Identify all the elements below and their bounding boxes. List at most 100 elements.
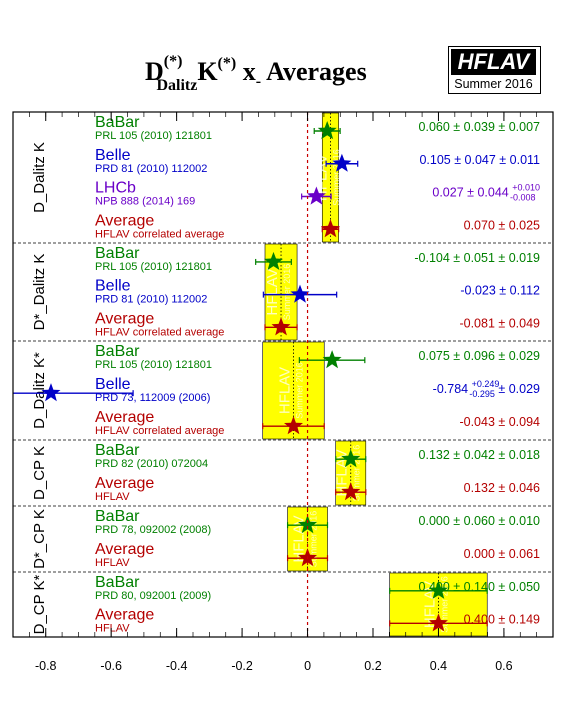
band-watermark-sub: Summer 2016 bbox=[439, 576, 449, 633]
data-point-star bbox=[317, 121, 337, 140]
entry-name: BaBar bbox=[95, 508, 140, 525]
x-tick-label: -0.6 bbox=[100, 659, 122, 673]
x-tick-label: 0.2 bbox=[364, 659, 381, 673]
group-label: D_Dalitz K* bbox=[31, 352, 48, 429]
data-point-star bbox=[332, 153, 352, 172]
band-watermark: HFLAV bbox=[276, 367, 293, 414]
entry-value: 0.132 ± 0.042 ± 0.018 bbox=[419, 448, 541, 462]
entry-name: BaBar bbox=[95, 574, 140, 591]
entry-reference: HFLAV bbox=[95, 623, 130, 635]
hflav-logo: HFLAV Summer 2016 bbox=[448, 46, 541, 94]
entry-name: Belle bbox=[95, 147, 131, 164]
entry-reference: PRL 105 (2010) 121801 bbox=[95, 130, 212, 142]
data-point-star bbox=[341, 482, 361, 501]
entry-name: Average bbox=[95, 607, 154, 624]
band-watermark-sub: Summer 2016 bbox=[282, 264, 292, 321]
group-label: D*_Dalitz K bbox=[31, 254, 48, 331]
entry-value: -0.043 ± 0.094 bbox=[459, 415, 540, 429]
entry-value: -0.081 ± 0.049 bbox=[459, 316, 540, 330]
band-watermark: HFLAV bbox=[334, 449, 351, 496]
x-tick-label: 0 bbox=[304, 659, 311, 673]
entry-value: 0.400 ± 0.149 bbox=[464, 613, 540, 627]
group-label: D*_CP K bbox=[31, 509, 48, 569]
entry-name: BaBar bbox=[95, 245, 140, 262]
data-point-star bbox=[428, 613, 448, 632]
x-tick-label: -0.2 bbox=[231, 659, 253, 673]
x-tick-label: -0.8 bbox=[35, 659, 57, 673]
band-watermark-sub: Summer 2016 bbox=[352, 445, 362, 502]
entry-value: -0.104 ± 0.051 ± 0.019 bbox=[414, 251, 540, 265]
entry-name: BaBar bbox=[95, 442, 140, 459]
entry-value: 0.027 ± 0.044 +0.010 -0.008 bbox=[432, 183, 540, 203]
entry-reference: PRD 82 (2010) 072004 bbox=[95, 458, 208, 470]
entry-name: Belle bbox=[95, 278, 131, 295]
entry-value: 0.070 ± 0.025 bbox=[464, 218, 540, 232]
entry-reference: HFLAV correlated average bbox=[95, 326, 224, 338]
data-point-star bbox=[290, 284, 310, 303]
plot-frame bbox=[12, 111, 554, 638]
entry-name: BaBar bbox=[95, 114, 140, 131]
group-label: D_CP K* bbox=[31, 574, 48, 634]
entry-name: Belle bbox=[95, 376, 131, 393]
entry-value: 0.000 ± 0.061 bbox=[464, 547, 540, 561]
entry-name: Average bbox=[95, 541, 154, 558]
data-point-star bbox=[41, 383, 61, 402]
entry-value: 0.075 ± 0.096 ± 0.029 bbox=[419, 349, 541, 363]
entry-value: 0.132 ± 0.046 bbox=[464, 481, 540, 495]
entry-reference: PRL 105 (2010) 121801 bbox=[95, 359, 212, 371]
band-watermark-sub: Summer 2016 bbox=[294, 362, 304, 419]
entry-reference: PRD 81 (2010) 112002 bbox=[95, 294, 207, 306]
data-point-star bbox=[271, 317, 291, 336]
entry-reference: PRD 73, 112009 (2006) bbox=[95, 392, 210, 404]
entry-value: -0.784 +0.249 -0.295 ± 0.029 bbox=[433, 379, 540, 399]
data-point-star bbox=[264, 251, 283, 270]
entry-reference: HFLAV correlated average bbox=[95, 228, 224, 240]
data-point-star bbox=[322, 350, 342, 369]
entry-reference: NPB 888 (2014) 169 bbox=[95, 196, 195, 208]
entry-name: BaBar bbox=[95, 343, 140, 360]
x-tick-label: 0.6 bbox=[495, 659, 512, 673]
data-point-star bbox=[320, 219, 340, 238]
logo-subtitle: Summer 2016 bbox=[454, 77, 533, 91]
entry-name: Average bbox=[95, 310, 154, 327]
data-point-star bbox=[306, 186, 326, 205]
data-point-star bbox=[428, 580, 448, 599]
entry-reference: PRD 80, 092001 (2009) bbox=[95, 590, 211, 602]
entry-reference: PRL 105 (2010) 121801 bbox=[95, 261, 212, 273]
entry-name: Average bbox=[95, 212, 154, 229]
entry-name: Average bbox=[95, 409, 154, 426]
entry-value: 0.060 ± 0.039 ± 0.007 bbox=[419, 120, 541, 134]
band-watermark: HFLAV bbox=[264, 268, 281, 315]
band-watermark-sub: Summer 2016 bbox=[331, 149, 341, 206]
entry-reference: PRD 78, 092002 (2008) bbox=[95, 524, 211, 536]
logo-title: HFLAV bbox=[451, 49, 536, 75]
data-point-star bbox=[298, 515, 318, 534]
entry-reference: HFLAV bbox=[95, 557, 130, 569]
chart-title: D(*) DalitzK(*) x- Averages bbox=[145, 53, 367, 94]
x-tick-label: -0.4 bbox=[166, 659, 188, 673]
entry-reference: PRD 81 (2010) 112002 bbox=[95, 163, 207, 175]
group-label: D_Dalitz K bbox=[31, 142, 48, 213]
data-point-star bbox=[284, 416, 303, 435]
band-watermark: HFLAV bbox=[291, 515, 308, 562]
entry-value: 0.105 ± 0.047 ± 0.011 bbox=[419, 153, 540, 167]
band-watermark-sub: Summer 2016 bbox=[309, 511, 319, 568]
entry-reference: HFLAV correlated average bbox=[95, 425, 224, 437]
x-tick-label: 0.4 bbox=[430, 659, 447, 673]
entry-name: Average bbox=[95, 475, 154, 492]
group-label: D_CP K bbox=[31, 446, 48, 500]
entry-value: -0.023 ± 0.112 bbox=[460, 284, 540, 298]
band-watermark: HFLAV bbox=[421, 581, 438, 628]
data-point-star bbox=[341, 449, 361, 468]
entry-value: 0.000 ± 0.060 ± 0.010 bbox=[419, 514, 541, 528]
entry-reference: HFLAV bbox=[95, 491, 130, 503]
entry-name: LHCb bbox=[95, 180, 136, 197]
